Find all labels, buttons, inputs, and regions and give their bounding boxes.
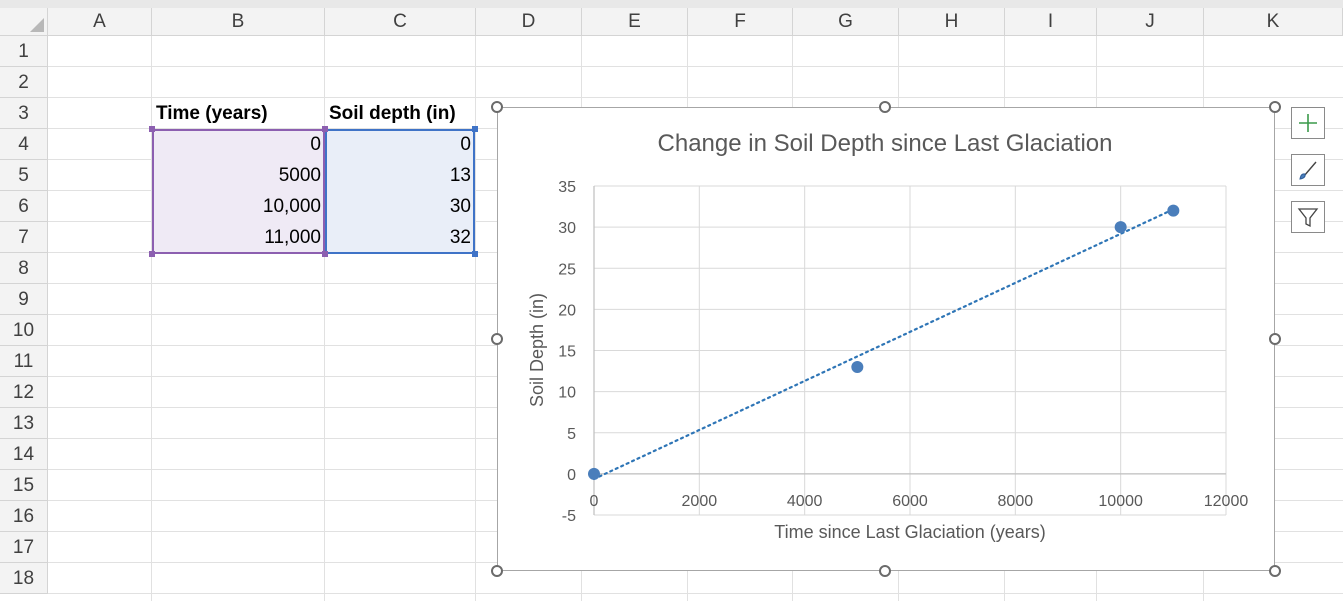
cell-c6[interactable]: 30 xyxy=(449,196,471,217)
y-tick-label: 0 xyxy=(567,467,576,484)
chart-resize-handle[interactable] xyxy=(1269,565,1281,577)
selection-range-c[interactable] xyxy=(325,129,475,254)
column-header-b[interactable]: B xyxy=(152,8,325,36)
column-header-j[interactable]: J xyxy=(1097,8,1204,36)
chart-resize-handle[interactable] xyxy=(491,565,503,577)
y-tick-label: 35 xyxy=(558,179,576,196)
chart-resize-handle[interactable] xyxy=(1269,101,1281,113)
chart-canvas: 0 2000 4000 6000 8000 10000 12000 -5 0 5 10 15 20 25 3… xyxy=(527,130,1249,542)
y-axis-title: Soil Depth (in) xyxy=(527,293,547,407)
cell-c5[interactable]: 13 xyxy=(449,165,471,186)
scatter-chart[interactable]: 0 2000 4000 6000 8000 10000 12000 -5 0 5 10 15 20 25 3… xyxy=(497,107,1275,571)
ribbon-edge xyxy=(0,0,1343,8)
trendline xyxy=(592,208,1175,481)
row-header-4[interactable]: 4 xyxy=(0,129,48,160)
range-handle[interactable] xyxy=(149,126,155,132)
chart-resize-handle[interactable] xyxy=(491,333,503,345)
row-header-1[interactable]: 1 xyxy=(0,36,48,67)
gridline-vertical xyxy=(324,36,325,601)
range-handle[interactable] xyxy=(472,126,478,132)
y-tick-label: 10 xyxy=(558,385,576,402)
column-header-f[interactable]: F xyxy=(688,8,793,36)
chart-styles-button[interactable] xyxy=(1291,154,1325,186)
chart-title: Change in Soil Depth since Last Glaciati… xyxy=(658,130,1113,157)
cell-b3[interactable]: Time (years) xyxy=(156,103,268,124)
y-tick-label: 25 xyxy=(558,261,576,278)
row-header-8[interactable]: 8 xyxy=(0,253,48,284)
gridline-horizontal xyxy=(48,97,1343,98)
gridline-vertical xyxy=(151,36,152,601)
row-header-7[interactable]: 7 xyxy=(0,222,48,253)
row-header-17[interactable]: 17 xyxy=(0,532,48,563)
gridline-vertical xyxy=(475,36,476,601)
row-header-3[interactable]: 3 xyxy=(0,98,48,129)
range-handle[interactable] xyxy=(322,126,328,132)
x-tick-label: 8000 xyxy=(998,493,1034,510)
plus-icon xyxy=(1299,114,1317,132)
data-point xyxy=(1114,221,1127,234)
row-header-14[interactable]: 14 xyxy=(0,439,48,470)
chart-resize-handle[interactable] xyxy=(491,101,503,113)
row-header-10[interactable]: 10 xyxy=(0,315,48,346)
column-header-e[interactable]: E xyxy=(582,8,688,36)
gridline-horizontal xyxy=(48,593,1343,594)
column-header-g[interactable]: G xyxy=(793,8,899,36)
column-header-i[interactable]: I xyxy=(1005,8,1097,36)
row-header-6[interactable]: 6 xyxy=(0,191,48,222)
data-point xyxy=(588,467,600,480)
column-header-k[interactable]: K xyxy=(1204,8,1343,36)
range-handle[interactable] xyxy=(322,251,328,257)
column-header-h[interactable]: H xyxy=(899,8,1005,36)
y-tick-label: -5 xyxy=(562,508,576,525)
selection-range-b[interactable] xyxy=(152,129,325,254)
row-header-18[interactable]: 18 xyxy=(0,563,48,594)
column-header-a[interactable]: A xyxy=(48,8,152,36)
cell-b4[interactable]: 0 xyxy=(310,134,321,155)
chart-filters-button[interactable] xyxy=(1291,201,1325,233)
y-tick-label: 20 xyxy=(558,302,576,319)
chart-resize-handle[interactable] xyxy=(879,101,891,113)
cell-b5[interactable]: 5000 xyxy=(278,165,321,186)
chart-resize-handle[interactable] xyxy=(1269,333,1281,345)
brush-icon xyxy=(1299,161,1317,180)
x-tick-label: 2000 xyxy=(682,493,718,510)
gridline-horizontal xyxy=(48,66,1343,67)
row-header-12[interactable]: 12 xyxy=(0,377,48,408)
cell-c3[interactable]: Soil depth (in) xyxy=(329,103,456,124)
row-header-9[interactable]: 9 xyxy=(0,284,48,315)
x-axis-title: Time since Last Glaciation (years) xyxy=(774,522,1045,542)
y-tick-label: 15 xyxy=(558,344,576,361)
row-header-11[interactable]: 11 xyxy=(0,346,48,377)
row-header-15[interactable]: 15 xyxy=(0,470,48,501)
cell-c4[interactable]: 0 xyxy=(460,134,471,155)
row-header-5[interactable]: 5 xyxy=(0,160,48,191)
range-handle[interactable] xyxy=(149,251,155,257)
y-tick-label: 30 xyxy=(558,220,576,237)
cell-b7[interactable]: 11,000 xyxy=(264,227,321,248)
x-tick-label: 6000 xyxy=(892,493,928,510)
column-header-d[interactable]: D xyxy=(476,8,582,36)
chart-resize-handle[interactable] xyxy=(879,565,891,577)
x-tick-label: 0 xyxy=(590,493,599,510)
data-point xyxy=(851,360,864,373)
row-header-16[interactable]: 16 xyxy=(0,501,48,532)
funnel-icon xyxy=(1297,208,1319,228)
column-header-c[interactable]: C xyxy=(325,8,476,36)
y-tick-label: 5 xyxy=(567,426,576,443)
cell-c7[interactable]: 32 xyxy=(449,227,471,248)
cell-b6[interactable]: 10,000 xyxy=(262,196,321,217)
chart-elements-button[interactable] xyxy=(1291,107,1325,139)
row-header-2[interactable]: 2 xyxy=(0,67,48,98)
select-all-triangle-icon xyxy=(30,18,44,32)
row-header-13[interactable]: 13 xyxy=(0,408,48,439)
x-tick-label: 12000 xyxy=(1204,493,1249,510)
data-point xyxy=(1167,204,1180,217)
select-all-corner[interactable] xyxy=(0,8,48,36)
x-tick-label: 10000 xyxy=(1098,493,1143,510)
range-handle[interactable] xyxy=(472,251,478,257)
x-tick-label: 4000 xyxy=(787,493,823,510)
